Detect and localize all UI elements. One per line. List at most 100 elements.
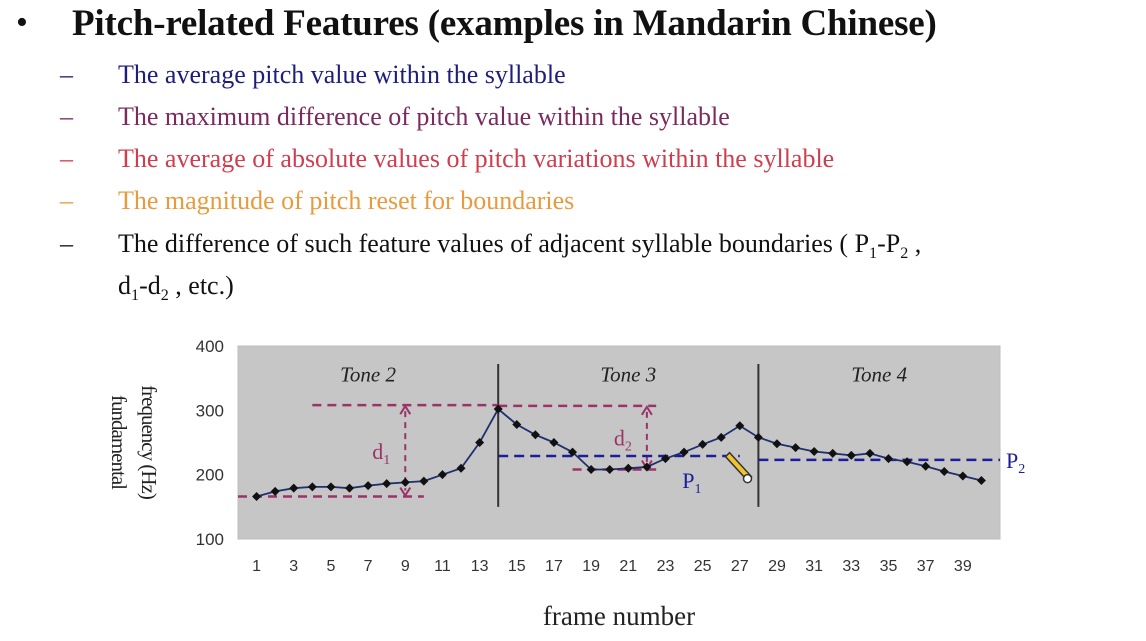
data-point (623, 463, 633, 473)
data-point (605, 465, 615, 475)
data-point (791, 443, 801, 453)
P1-label: P1 (682, 468, 701, 497)
item-text: The difference of such feature values of… (118, 229, 921, 263)
x-tick-label: 23 (657, 558, 675, 575)
item-text: The average pitch value within the sylla… (118, 60, 566, 89)
data-point (549, 438, 559, 447)
x-tick-label: 15 (508, 558, 526, 575)
x-tick-label: 3 (289, 558, 298, 575)
item-text-part: , etc.) (168, 271, 234, 300)
data-point (252, 492, 262, 502)
x-tick-label: 21 (619, 558, 637, 575)
x-tick-label: 9 (401, 558, 410, 575)
x-tick-label: 17 (545, 558, 563, 575)
data-point (921, 461, 931, 471)
data-point (400, 477, 410, 487)
y-tick-label: 200 (196, 466, 224, 485)
item-dash: – (60, 60, 73, 89)
title-row: • Pitch-related Features (examples in Ma… (0, 0, 1146, 50)
data-point (419, 476, 429, 486)
d2-arrowhead-up (641, 404, 653, 416)
item-dash: – (60, 144, 73, 173)
x-tick-label: 29 (768, 558, 786, 575)
x-axis-label: frame number (543, 601, 695, 631)
slide-title: Pitch-related Features (examples in Mand… (72, 3, 937, 44)
data-point (642, 462, 652, 472)
data-point (270, 486, 280, 496)
data-point (772, 439, 782, 449)
data-point (865, 448, 875, 458)
item-subscript: 2 (160, 287, 169, 305)
data-point (363, 481, 373, 491)
x-tick-label: 35 (880, 558, 898, 575)
tone-label: Tone 2 (340, 362, 396, 386)
tone-label: Tone 3 (600, 362, 656, 386)
item-text: The magnitude of pitch reset for boundar… (118, 186, 575, 215)
data-point (809, 447, 819, 457)
data-point (958, 471, 968, 481)
item-subscript: 1 (131, 287, 140, 305)
P2-label: P2 (1006, 448, 1025, 477)
x-tick-label: 37 (917, 558, 935, 575)
data-point (828, 448, 838, 458)
data-point (660, 454, 670, 464)
data-point (493, 404, 503, 414)
x-tick-label: 1 (252, 558, 261, 575)
item-text-part: , (908, 229, 922, 258)
item-subscript: 2 (900, 245, 909, 263)
data-point (456, 463, 466, 473)
d1-arrowhead-up (399, 404, 412, 415)
item-subscript: 1 (869, 245, 878, 263)
data-point (307, 482, 317, 492)
data-point (586, 465, 596, 475)
data-point (698, 439, 708, 449)
title-bullet: • (16, 4, 28, 41)
data-point (345, 483, 355, 493)
y-axis-label-line1: fundamental (107, 395, 131, 490)
d1-label: d1 (372, 439, 390, 468)
d2-label: d2 (614, 426, 632, 455)
x-tick-label: 11 (434, 558, 451, 575)
data-point (735, 421, 745, 431)
x-tick-label: 31 (805, 558, 823, 575)
data-point (902, 457, 912, 467)
x-tick-label: 7 (364, 558, 373, 575)
y-tick-label: 300 (196, 401, 224, 420)
data-point (326, 482, 336, 492)
data-point (846, 450, 856, 460)
d1-arrowhead-down (399, 487, 412, 498)
x-tick-label: 39 (954, 558, 972, 575)
x-tick-label: 19 (582, 558, 600, 575)
data-point (939, 466, 949, 476)
data-point (475, 438, 485, 447)
item-text-part: The difference of such feature values of… (118, 229, 870, 258)
data-point (437, 470, 447, 480)
data-point (530, 430, 540, 440)
item-dash: – (60, 102, 73, 131)
x-tick-label: 5 (326, 558, 335, 575)
item-dash: – (60, 186, 73, 215)
data-point (716, 432, 726, 442)
item-text: The average of absolute values of pitch … (118, 144, 835, 173)
x-tick-label: 33 (842, 558, 860, 575)
y-tick-label: 100 (196, 530, 224, 549)
item-dash: – (60, 229, 73, 258)
x-tick-label: 25 (694, 558, 712, 575)
x-tick-label: 13 (471, 558, 489, 575)
pen-cursor-tip (742, 473, 753, 484)
data-point (753, 432, 763, 442)
data-point (976, 475, 986, 485)
item-text-line2: d1-d2 , etc.) (118, 271, 234, 305)
y-axis-label-line2: frequency (Hz) (137, 385, 161, 500)
x-tick-label: 27 (731, 558, 749, 575)
data-point (883, 454, 893, 464)
data-point (289, 483, 299, 493)
data-point (679, 447, 689, 457)
plot-area (237, 345, 1001, 540)
item-text-part: -d (139, 271, 161, 300)
data-point (382, 479, 392, 489)
y-tick-label: 400 (196, 337, 224, 356)
item-text-part: d (118, 271, 131, 300)
data-point (568, 447, 578, 457)
